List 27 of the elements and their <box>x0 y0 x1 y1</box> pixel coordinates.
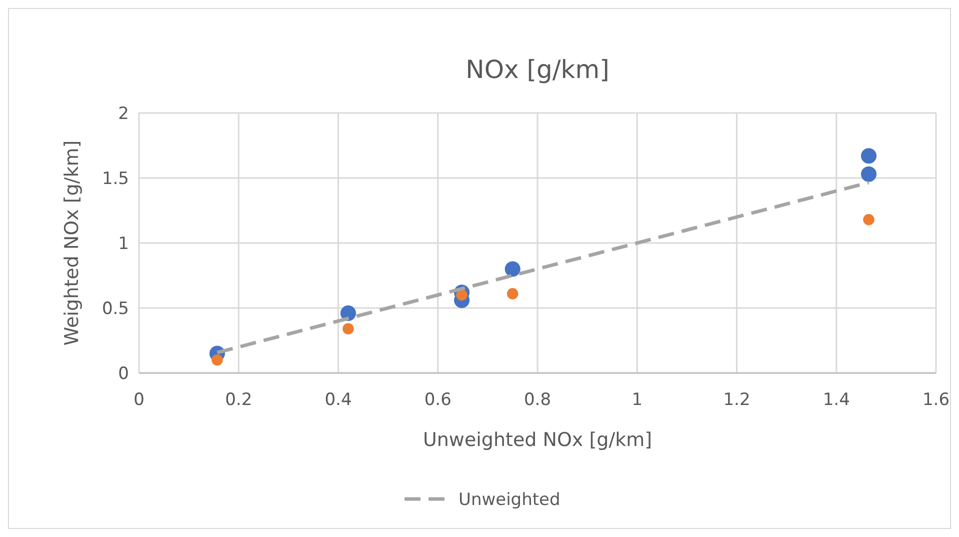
point <box>504 261 520 277</box>
x-tick-label: 1.6 <box>922 390 950 410</box>
y-axis-title: Weighted NOx [g/km] <box>61 140 83 346</box>
point <box>340 305 356 321</box>
x-tick-label: 0.4 <box>324 390 352 410</box>
x-axis-title: Unweighted NOx [g/km] <box>422 429 652 451</box>
legend-label: Unweighted <box>458 490 560 510</box>
x-tick-label: 0.6 <box>424 390 452 410</box>
point <box>342 323 354 334</box>
x-tick-label: 1.4 <box>822 390 850 410</box>
x-tick-label: 0.2 <box>225 390 252 410</box>
x-tick-label: 1.2 <box>723 390 750 410</box>
point <box>860 148 877 164</box>
point <box>860 166 877 182</box>
y-tick-label: 1 <box>118 234 129 254</box>
x-tick-label: 0 <box>134 390 144 410</box>
y-tick-label: 2 <box>118 104 129 124</box>
point <box>506 288 518 300</box>
point <box>863 214 874 226</box>
point <box>456 289 468 301</box>
y-tick-label: 0.5 <box>102 299 129 319</box>
chart-title: NOx [g/km] <box>466 55 610 84</box>
point <box>212 354 223 366</box>
x-tick-label: 1 <box>632 390 643 410</box>
y-tick-label: 1.5 <box>102 169 129 189</box>
y-tick-label: 0 <box>118 364 129 384</box>
x-tick-label: 0.8 <box>524 390 552 410</box>
